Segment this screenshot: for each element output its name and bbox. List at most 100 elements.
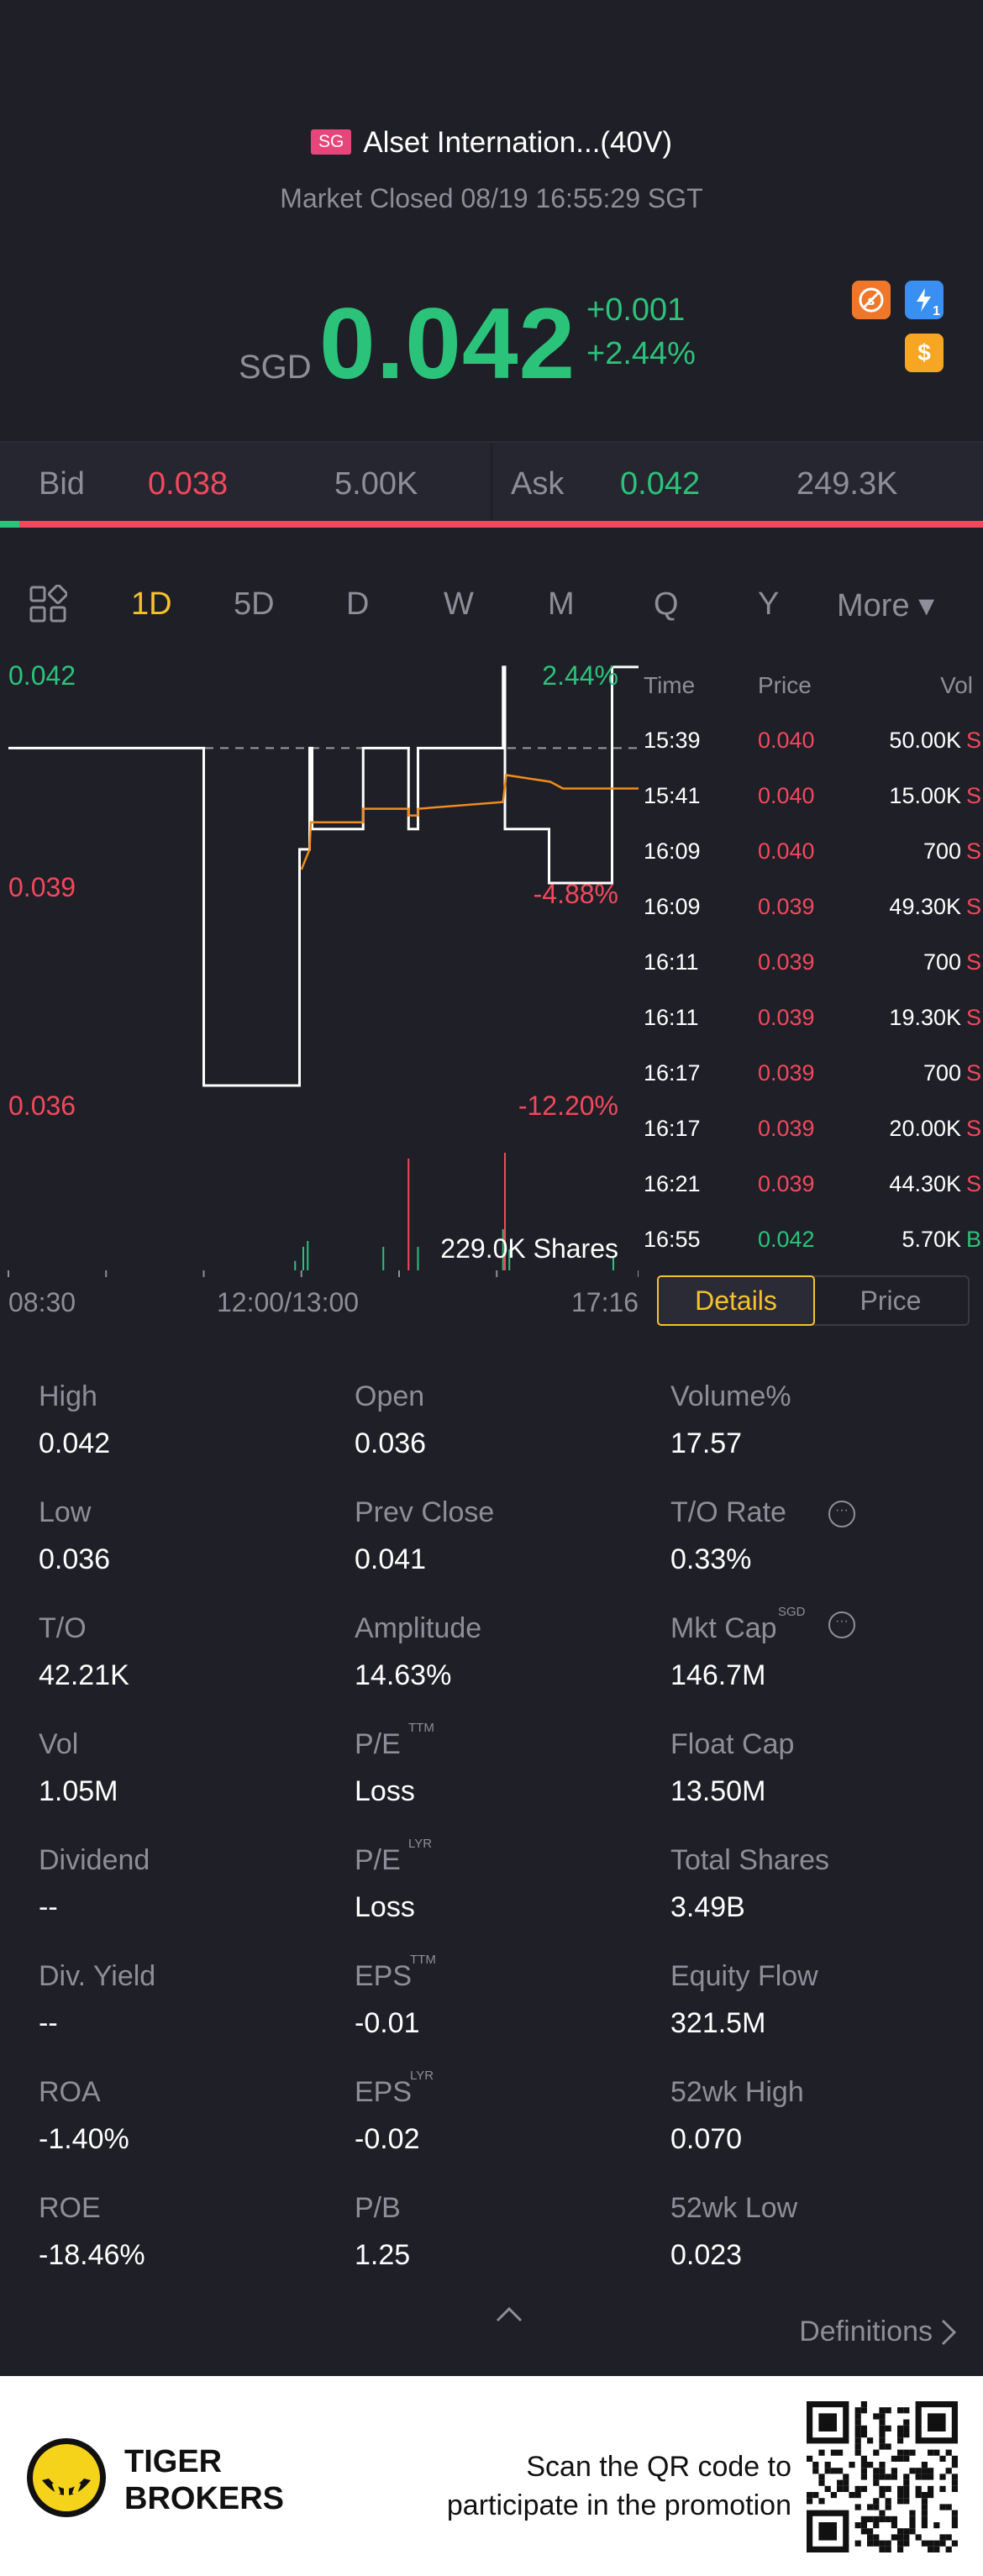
qr-module bbox=[951, 2522, 958, 2529]
qr-module bbox=[873, 2498, 880, 2505]
qr-module bbox=[951, 2455, 958, 2462]
qr-module bbox=[885, 2498, 891, 2505]
mkt-cap-info-icon[interactable]: ··· bbox=[828, 1611, 855, 1638]
ticks-header-vol: Vol bbox=[940, 672, 973, 698]
qr-module bbox=[879, 2407, 886, 2414]
no-short-icon[interactable]: s bbox=[852, 281, 891, 319]
qr-module bbox=[903, 2455, 910, 2462]
qr-module bbox=[951, 2510, 958, 2516]
tab-5d[interactable]: 5D bbox=[234, 586, 275, 622]
tick-row: 16:55 0.042 5.70K B bbox=[639, 1227, 983, 1282]
qr-module bbox=[885, 2407, 891, 2414]
tick-row: 16:17 0.039 700 S bbox=[639, 1060, 983, 1116]
tab-quarter[interactable]: Q bbox=[654, 586, 679, 622]
qr-module bbox=[915, 2473, 922, 2480]
qr-module bbox=[873, 2468, 880, 2474]
tick-row: 16:17 0.039 20.00K S bbox=[639, 1116, 983, 1171]
chevron-right-icon[interactable] bbox=[939, 2317, 958, 2352]
to-rate-info-icon[interactable]: ··· bbox=[828, 1501, 855, 1527]
qr-module bbox=[860, 2516, 867, 2522]
tick-side: S bbox=[965, 894, 981, 919]
qr-module bbox=[939, 2504, 946, 2510]
dollar-icon-text: $ bbox=[917, 339, 931, 365]
qr-module bbox=[824, 2468, 831, 2474]
stat-value: -- bbox=[39, 1891, 58, 1923]
qr-module bbox=[921, 2468, 928, 2474]
qr-module bbox=[873, 2540, 880, 2547]
tick-side: S bbox=[965, 1171, 981, 1196]
tick-time: 16:55 bbox=[644, 1227, 701, 1252]
qr-module bbox=[867, 2528, 874, 2535]
tab-more[interactable]: More ▾ bbox=[837, 588, 935, 623]
price-tab[interactable]: Price bbox=[859, 1285, 922, 1316]
details-tab[interactable]: Details bbox=[657, 1275, 815, 1326]
qr-module bbox=[897, 2528, 904, 2535]
qr-module bbox=[867, 2534, 874, 2541]
qr-module bbox=[818, 2479, 825, 2486]
stat-value: 1.25 bbox=[355, 2239, 411, 2271]
qr-module bbox=[873, 2473, 880, 2480]
brand-line-2: BROKERS bbox=[124, 2481, 285, 2516]
qr-module bbox=[807, 2498, 813, 2505]
qr-module bbox=[885, 2485, 891, 2492]
stat-value: 0.023 bbox=[670, 2239, 743, 2271]
dollar-icon[interactable]: $ bbox=[905, 334, 944, 372]
stat-value: 0.041 bbox=[355, 1543, 427, 1575]
tick-row: 16:09 0.039 49.30K S bbox=[639, 894, 983, 949]
qr-module bbox=[903, 2528, 910, 2535]
qr-module bbox=[891, 2473, 897, 2480]
stock-title-row[interactable]: SG Alset Internation...(40V) bbox=[0, 126, 983, 160]
tab-1d[interactable]: 1D bbox=[131, 586, 172, 622]
stat-label: EPS bbox=[355, 2076, 413, 2108]
qr-module bbox=[807, 2455, 813, 2462]
qr-module bbox=[879, 2485, 886, 2492]
bid-ask-bar: Bid 0.038 5.00K Ask 0.042 249.3K bbox=[0, 441, 983, 527]
qr-module bbox=[837, 2449, 844, 2456]
qr-module bbox=[891, 2468, 897, 2474]
tick-side: S bbox=[965, 949, 981, 975]
tab-year[interactable]: Y bbox=[758, 586, 780, 622]
qr-module bbox=[897, 2492, 904, 2499]
qr-module bbox=[854, 2540, 861, 2547]
qr-module bbox=[885, 2546, 891, 2552]
definitions-link[interactable]: Definitions bbox=[799, 2316, 933, 2347]
qr-module bbox=[921, 2504, 928, 2510]
tab-week[interactable]: W bbox=[444, 586, 474, 622]
tab-day[interactable]: D bbox=[346, 586, 370, 622]
stat-value: 1.05M bbox=[39, 1775, 118, 1807]
tick-price: 0.042 bbox=[758, 1227, 815, 1252]
layout-grid-icon[interactable] bbox=[29, 584, 68, 628]
x-label-mid: 12:00/13:00 bbox=[217, 1287, 360, 1317]
ask-size: 249.3K bbox=[796, 466, 898, 502]
qr-module bbox=[951, 2540, 958, 2547]
qr-module bbox=[951, 2516, 958, 2522]
qr-module bbox=[921, 2516, 928, 2522]
qr-module bbox=[909, 2468, 916, 2474]
qr-module bbox=[903, 2485, 910, 2492]
qr-module bbox=[928, 2473, 934, 2480]
stat-label: Total Shares bbox=[670, 1844, 829, 1876]
tick-time: 15:39 bbox=[644, 728, 701, 753]
tick-time: 16:17 bbox=[644, 1060, 701, 1086]
qr-module bbox=[854, 2443, 861, 2450]
qr-module bbox=[903, 2449, 910, 2456]
qr-module bbox=[939, 2534, 946, 2541]
collapse-chevron-icon[interactable] bbox=[492, 2304, 526, 2328]
ticks-header-time: Time bbox=[644, 672, 696, 698]
qr-module bbox=[909, 2449, 916, 2456]
intraday-chart[interactable]: 0.042 0.039 0.036 2.44% -4.88% -12.20% 2… bbox=[0, 647, 639, 1319]
stat-value: 0.070 bbox=[670, 2123, 743, 2155]
ask-label: Ask bbox=[511, 466, 565, 502]
stat-value: Loss bbox=[355, 1891, 415, 1923]
lightning-level-icon[interactable]: 1 bbox=[905, 281, 944, 319]
tab-month[interactable]: M bbox=[548, 586, 575, 622]
qr-module bbox=[854, 2492, 861, 2499]
tick-side: S bbox=[965, 839, 981, 864]
stat-label: Prev Close bbox=[355, 1496, 495, 1528]
tick-price: 0.039 bbox=[758, 1060, 815, 1086]
time-and-sales[interactable]: Time Price Vol 15:39 0.040 50.00K S 15:41 0.0… bbox=[639, 647, 983, 1269]
qr-module bbox=[860, 2468, 867, 2474]
qr-module bbox=[945, 2449, 952, 2456]
tick-vol: 700 bbox=[923, 1060, 961, 1086]
qr-module bbox=[843, 2473, 849, 2480]
